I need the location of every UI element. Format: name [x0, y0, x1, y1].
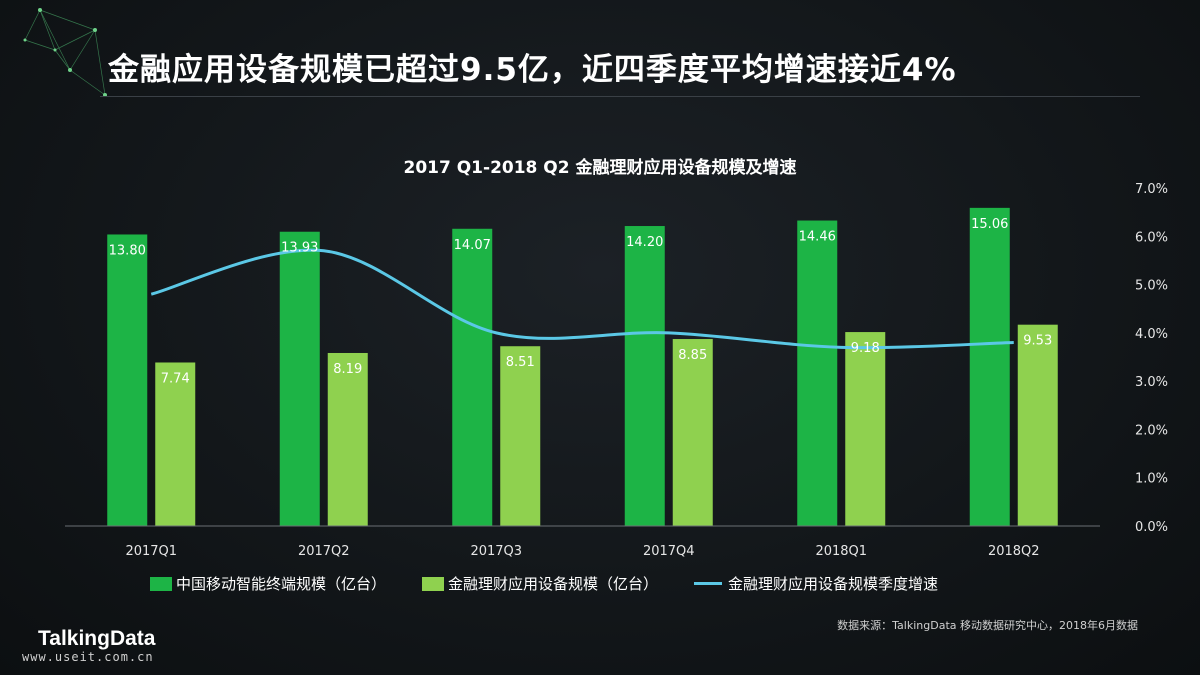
category-label-2017Q1: 2017Q1 [125, 544, 177, 559]
source-note: 数据来源：TalkingData 移动数据研究中心，2018年6月数据 [837, 619, 1138, 632]
bar-finance-2017Q4 [672, 339, 713, 526]
bar-terminal-2018Q2 [969, 207, 1010, 527]
bar-group [107, 207, 1058, 527]
y-right-tick-6: 6.0% [1135, 230, 1168, 245]
data-label-finance-2017Q3: 8.51 [506, 355, 535, 370]
y-right-tick-1: 1.0% [1135, 472, 1168, 487]
category-label-2017Q3: 2017Q3 [470, 544, 522, 559]
bar-finance-2017Q1 [155, 362, 196, 526]
category-label-2017Q4: 2017Q4 [643, 544, 695, 559]
axis-group: 2017Q1 2017Q2 2017Q3 2017Q4 2018Q1 2018Q2 0.0%… [65, 182, 1168, 559]
data-label-terminal-2018Q2: 15.06 [971, 217, 1008, 232]
bar-finance-2018Q2 [1017, 324, 1058, 526]
data-label-terminal-2017Q4: 14.20 [626, 235, 663, 250]
y-right-tick-4: 4.0% [1135, 327, 1168, 342]
data-label-finance-2018Q1: 9.18 [851, 341, 880, 356]
y-right-tick-3: 3.0% [1135, 375, 1168, 390]
legend-swatch-terminal [150, 576, 172, 591]
data-label-terminal-2018Q1: 14.46 [799, 230, 836, 245]
data-label-terminal-2017Q3: 14.07 [454, 238, 491, 253]
title-divider [100, 96, 1140, 97]
slide-title: 金融应用设备规模已超过9.5亿，近四季度平均增速接近4% [108, 52, 957, 88]
legend-swatch-finance [422, 576, 445, 591]
category-label-2018Q1: 2018Q1 [815, 544, 867, 559]
bar-finance-2017Q2 [327, 352, 368, 526]
data-label-finance-2017Q4: 8.85 [678, 348, 707, 363]
bar-terminal-2017Q1 [107, 234, 148, 526]
bar-terminal-2017Q2 [279, 231, 320, 526]
legend-label-growth: 金融理财应用设备规模季度增速 [728, 575, 939, 593]
data-label-terminal-2017Q2: 13.93 [281, 241, 318, 256]
network-decoration [23, 8, 107, 97]
category-label-2017Q2: 2017Q2 [298, 544, 350, 559]
y-right-tick-2: 2.0% [1135, 423, 1168, 438]
bar-terminal-2017Q4 [624, 226, 665, 526]
line-group [150, 248, 1014, 350]
category-label-2018Q2: 2018Q2 [988, 544, 1040, 559]
label-group: 13.80 7.74 13.93 8.19 14.07 8.51 14.20 8.85 14.4… [109, 217, 1053, 387]
legend-swatch-growth [694, 582, 723, 585]
y-right-tick-7: 7.0% [1135, 182, 1168, 197]
watermark: www.useit.com.cn [22, 650, 154, 664]
legend-item-growth: 金融理财应用设备规模季度增速 [694, 573, 938, 594]
legend-item-finance: 金融理财应用设备规模（亿台） [422, 573, 658, 594]
legend-label-terminal: 中国移动智能终端规模（亿台） [176, 575, 387, 593]
growth-rate-line [150, 248, 1014, 350]
bar-finance-2018Q1 [845, 332, 886, 526]
legend: 中国移动智能终端规模（亿台） 金融理财应用设备规模（亿台） 金融理财应用设备规模… [150, 573, 938, 594]
y-right-tick-0: 0.0% [1135, 520, 1168, 535]
y-right-tick-5: 5.0% [1135, 279, 1168, 294]
bar-terminal-2017Q3 [452, 228, 493, 527]
data-label-finance-2017Q2: 8.19 [333, 362, 362, 377]
bar-terminal-2018Q1 [797, 220, 838, 526]
bar-finance-2017Q3 [500, 346, 541, 526]
data-label-finance-2017Q1: 7.74 [161, 371, 190, 386]
chart-title: 2017 Q1-2018 Q2 金融理财应用设备规模及增速 [404, 157, 797, 178]
data-label-terminal-2017Q1: 13.80 [109, 243, 146, 258]
talkingdata-logo: TalkingData [38, 627, 156, 650]
legend-label-finance: 金融理财应用设备规模（亿台） [448, 575, 659, 593]
data-label-finance-2018Q2: 9.53 [1023, 334, 1052, 349]
legend-item-terminal: 中国移动智能终端规模（亿台） [150, 573, 386, 594]
